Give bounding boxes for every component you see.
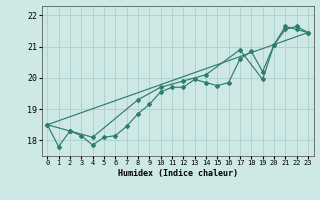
- X-axis label: Humidex (Indice chaleur): Humidex (Indice chaleur): [118, 169, 237, 178]
